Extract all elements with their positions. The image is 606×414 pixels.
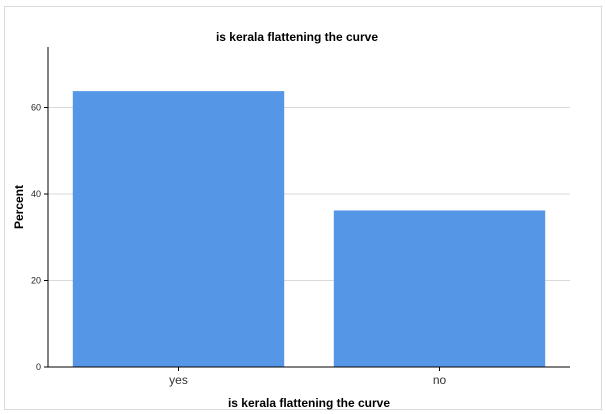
chart-frame xyxy=(4,6,602,410)
bar-yes xyxy=(72,91,285,368)
axes xyxy=(47,47,570,368)
bars xyxy=(72,91,546,368)
chart-title: is kerala flattening the curve xyxy=(216,30,378,44)
y-axis-label: Percent xyxy=(12,185,26,229)
x-tick-label: no xyxy=(433,373,447,387)
y-tick-label: 40 xyxy=(31,189,41,199)
y-ticks: 0 20 40 60 xyxy=(31,103,48,372)
x-axis-label: is kerala flattening the curve xyxy=(228,396,390,410)
y-tick-label: 60 xyxy=(31,103,41,113)
x-tick-label: yes xyxy=(169,373,188,387)
x-ticks: yes no xyxy=(169,367,446,387)
y-tick-label: 20 xyxy=(31,276,41,286)
y-tick-label: 0 xyxy=(36,362,41,372)
bar-no xyxy=(333,210,546,367)
